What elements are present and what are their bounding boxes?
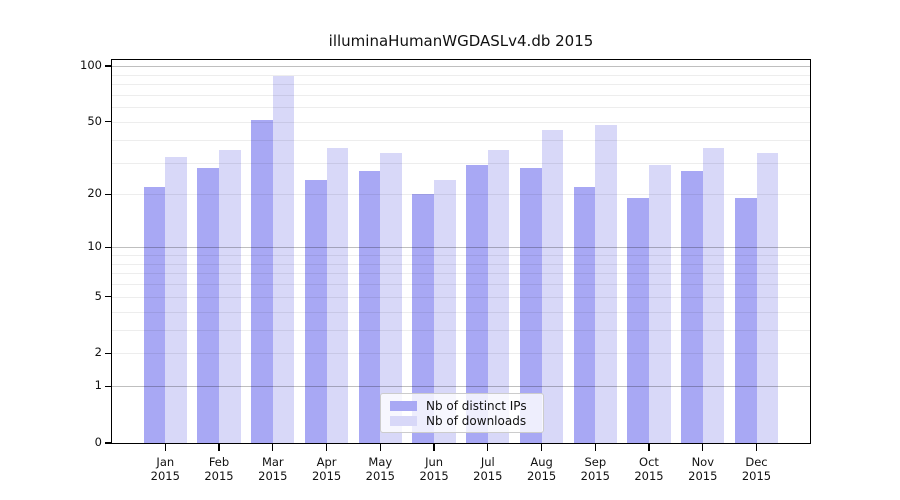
bar-downloads-jun	[434, 180, 456, 443]
bar-ips-dec	[734, 198, 757, 443]
gridline-minor-30	[112, 162, 810, 164]
gridline-minor-9	[112, 254, 810, 256]
bar-ips-aug	[519, 167, 542, 443]
y-axis-tick-label-0: 0	[94, 435, 102, 449]
x-axis-tick-label-aug: Aug 2015	[526, 455, 557, 483]
gridline-major-100	[112, 66, 810, 67]
x-axis-tick-label-sep: Sep 2015	[580, 455, 610, 483]
x-tick-mark-feb	[218, 444, 220, 451]
plot-area: 0 1 2 5 10 20 50 100 Jan 2015 Feb 2015 Mar 2015 Apr…	[80, 58, 811, 483]
bar-ips-feb	[197, 167, 220, 443]
bar-downloads-apr	[326, 148, 349, 443]
legend-swatch-downloads	[390, 415, 417, 426]
gridline-minor-4	[112, 311, 810, 313]
bar-ips-mar	[251, 120, 273, 443]
bar-downloads-may	[380, 152, 402, 443]
gridline-minor-6	[112, 284, 810, 285]
gridline-minor-20	[112, 194, 810, 196]
chart-title: illuminaHumanWGDASLv4.db 2015	[328, 32, 594, 50]
gridline-minor-80	[112, 84, 810, 85]
x-tick-mark-jan	[164, 444, 166, 451]
gridline-minor-70	[112, 94, 810, 96]
x-tick-mark-dec	[755, 444, 758, 451]
gridline-major-10	[112, 247, 810, 249]
y-axis-tick-label-5: 5	[94, 288, 102, 303]
bar-ips-apr	[304, 180, 327, 443]
y-tick-mark-5	[105, 296, 112, 298]
bar-ips-may	[358, 170, 381, 443]
x-tick-mark-jul	[487, 444, 489, 451]
y-tick-mark-1	[105, 385, 112, 387]
gridline-minor-3	[112, 329, 810, 331]
gridline-minor-2	[112, 353, 810, 355]
x-axis-tick-label-mar: Mar 2015	[258, 455, 288, 483]
bar-ips-jul	[466, 165, 488, 443]
legend-label-downloads: Nb of downloads	[426, 413, 527, 428]
bar-downloads-nov	[702, 148, 725, 443]
x-tick-mark-oct	[648, 444, 650, 451]
x-axis-tick-label-dec: Dec 2015	[741, 455, 772, 483]
x-tick-mark-aug	[540, 444, 543, 451]
x-tick-mark-mar	[272, 444, 274, 451]
bar-downloads-jan	[165, 157, 187, 443]
bar-ips-jan	[143, 186, 166, 443]
legend-swatch-ips	[390, 400, 417, 411]
x-axis-tick-label-oct: Oct 2015	[634, 455, 664, 483]
bar-downloads-dec	[756, 152, 779, 443]
y-axis-tick-label-10: 10	[87, 239, 102, 254]
y-tick-mark-2	[105, 352, 112, 354]
x-axis-tick-label-jan: Jan 2015	[150, 455, 180, 483]
bar-ips-oct	[627, 198, 650, 443]
legend-item-downloads: Nb of downloads	[390, 413, 534, 428]
x-tick-mark-jun	[433, 444, 435, 451]
x-axis-tick-label-apr: Apr 2015	[311, 455, 342, 483]
gridline-minor-7	[112, 273, 810, 275]
x-tick-mark-nov	[702, 444, 704, 451]
bar-downloads-aug	[541, 130, 564, 443]
y-tick-mark-10	[105, 246, 112, 248]
bar-downloads-mar	[272, 76, 295, 443]
y-axis-tick-label-20: 20	[87, 186, 102, 201]
gridline-minor-50	[112, 121, 810, 123]
x-tick-mark-apr	[325, 444, 328, 451]
y-tick-mark-50	[105, 121, 112, 123]
y-tick-mark-100	[105, 65, 112, 67]
gridline-minor-5	[112, 296, 810, 298]
x-axis-tick-label-feb: Feb 2015	[204, 455, 234, 483]
x-tick-mark-may	[379, 444, 381, 451]
legend: Nb of distinct IPs Nb of downloads	[380, 393, 544, 433]
gridline-minor-8	[112, 263, 810, 265]
legend-item-ips: Nb of distinct IPs	[390, 398, 534, 413]
gridline-minor-40	[112, 139, 810, 141]
y-tick-mark-20	[105, 193, 112, 195]
x-axis-tick-label-jul: Jul 2015	[473, 455, 503, 483]
bar-ips-nov	[681, 170, 703, 443]
x-tick-mark-sep	[594, 444, 596, 451]
gridline-minor-60	[112, 107, 810, 109]
y-axis-tick-label-50: 50	[87, 113, 102, 128]
gridline-major-1	[112, 386, 810, 388]
bar-downloads-sep	[595, 125, 617, 443]
y-axis-tick-label-100: 100	[80, 58, 102, 72]
y-axis-tick-label-2: 2	[94, 345, 102, 360]
bar-downloads-feb	[219, 150, 241, 443]
x-axis-tick-label-may: May 2015	[365, 455, 395, 483]
bar-ips-jun	[412, 194, 435, 443]
legend-label-ips: Nb of distinct IPs	[426, 398, 527, 413]
x-axis-tick-label-jun: Jun 2015	[419, 455, 449, 483]
x-axis-tick-label-nov: Nov 2015	[688, 455, 718, 483]
bar-downloads-jul	[487, 150, 510, 443]
gridline-minor-90	[112, 74, 810, 76]
y-axis-tick-label-1: 1	[94, 378, 102, 393]
bar-ips-sep	[573, 186, 596, 443]
y-tick-mark-0	[105, 442, 112, 444]
bar-downloads-oct	[649, 165, 671, 443]
